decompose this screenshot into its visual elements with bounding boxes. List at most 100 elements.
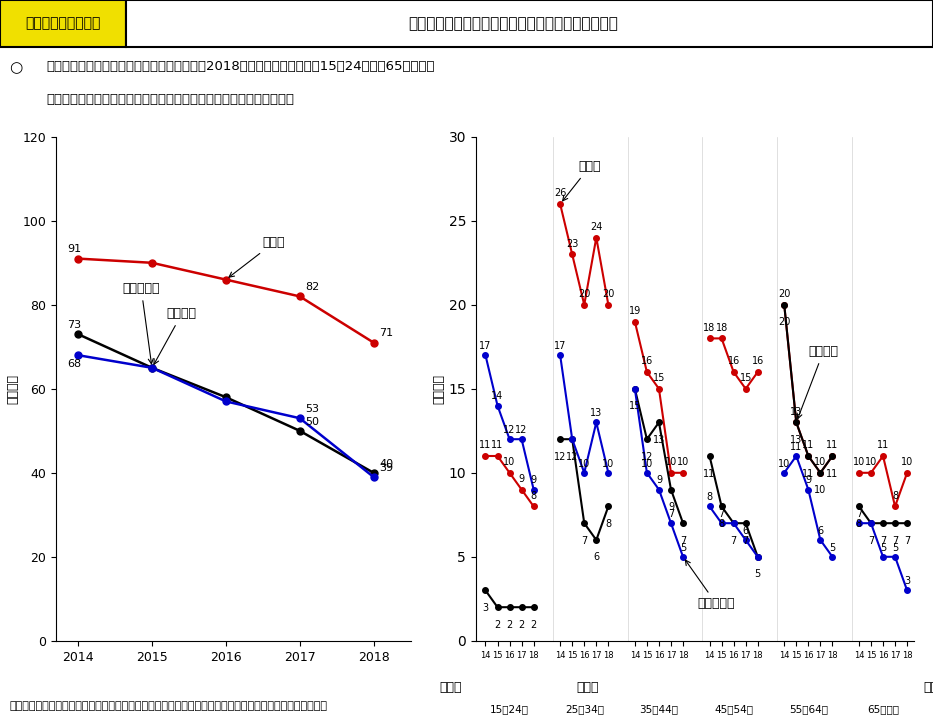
Text: 26: 26 (554, 189, 566, 199)
Text: 45～54歳: 45～54歳 (714, 705, 753, 715)
Text: 10: 10 (578, 459, 591, 469)
Text: 20: 20 (778, 318, 790, 328)
Text: 23: 23 (566, 239, 578, 249)
Text: 20: 20 (602, 289, 615, 300)
Text: 8: 8 (856, 519, 862, 529)
Text: 11: 11 (703, 469, 716, 479)
Text: 7: 7 (880, 536, 886, 546)
Text: 11: 11 (790, 442, 802, 452)
Text: 3: 3 (482, 603, 489, 613)
Text: 10: 10 (815, 485, 827, 495)
Text: 13: 13 (790, 407, 802, 417)
Text: 20: 20 (578, 289, 591, 300)
Text: 11: 11 (877, 441, 889, 451)
Text: 第１－（２）－３図: 第１－（２）－３図 (25, 17, 100, 30)
Text: 10: 10 (901, 457, 913, 467)
Text: 71: 71 (379, 328, 394, 338)
Text: 5: 5 (892, 543, 898, 553)
Text: 11: 11 (492, 441, 504, 451)
Text: 11: 11 (827, 441, 839, 451)
Text: 9: 9 (519, 474, 524, 484)
Text: 10: 10 (677, 457, 689, 467)
Text: 15～24歳: 15～24歳 (490, 705, 529, 715)
Text: 非自発的: 非自発的 (154, 307, 197, 364)
Text: 18: 18 (716, 323, 728, 333)
Text: 13: 13 (790, 435, 802, 445)
Text: 10: 10 (602, 459, 615, 469)
Text: 自発的: 自発的 (229, 236, 285, 277)
Text: 10: 10 (853, 457, 865, 467)
Text: 16: 16 (752, 356, 764, 366)
Text: 9: 9 (805, 475, 812, 485)
Text: 17: 17 (554, 341, 566, 351)
Text: 12: 12 (554, 451, 566, 462)
Text: 自発的: 自発的 (563, 161, 601, 201)
Text: 16: 16 (641, 356, 653, 366)
Text: 2: 2 (519, 620, 524, 630)
Text: 17: 17 (480, 341, 492, 351)
Text: 12: 12 (641, 451, 653, 462)
Text: 新たに求職: 新たに求職 (122, 282, 160, 364)
Text: 55～64歳: 55～64歳 (788, 705, 828, 715)
Text: 11: 11 (480, 441, 492, 451)
Text: 7: 7 (718, 509, 725, 519)
Y-axis label: （万人）: （万人） (433, 374, 446, 404)
Text: 5: 5 (880, 543, 886, 553)
Text: 25～34歳: 25～34歳 (564, 705, 604, 715)
Y-axis label: （万人）: （万人） (7, 374, 20, 404)
Text: 7: 7 (581, 536, 588, 546)
Text: 13: 13 (591, 408, 603, 418)
Text: 73: 73 (67, 320, 81, 330)
Text: 13: 13 (653, 435, 665, 445)
Text: （年）: （年） (923, 681, 933, 694)
Text: 8: 8 (718, 519, 725, 529)
Text: 3: 3 (904, 576, 911, 586)
Text: 7: 7 (868, 536, 874, 546)
Text: 7: 7 (731, 536, 737, 546)
Text: 5: 5 (829, 543, 836, 553)
Text: 14: 14 (492, 392, 504, 402)
Text: 8: 8 (706, 492, 713, 503)
Text: 7: 7 (680, 536, 686, 546)
Text: 15: 15 (653, 373, 665, 383)
Text: 9: 9 (531, 475, 536, 485)
Text: 新たに求職: 新たに求職 (686, 560, 735, 611)
Text: 10: 10 (865, 457, 877, 467)
Text: 20: 20 (778, 289, 790, 300)
Bar (126, 0, 933, 47)
Text: 11: 11 (802, 441, 815, 451)
Text: 53: 53 (305, 404, 319, 414)
Text: 12: 12 (566, 451, 578, 462)
Text: 50: 50 (305, 417, 319, 427)
Text: 12: 12 (515, 425, 528, 435)
Text: 18: 18 (703, 323, 716, 333)
Text: 資料出所　総務省統計局「労働力調査（基本集計）」をもとに厚生労働省政策統括官付政策統括室にて作成: 資料出所 総務省統計局「労働力調査（基本集計）」をもとに厚生労働省政策統括官付政… (9, 701, 327, 711)
Text: 10: 10 (641, 459, 653, 469)
Text: 19: 19 (629, 306, 641, 316)
Text: では横ばいとなったが、その他の年齢階級ではいずれも減少した。: では横ばいとなったが、その他の年齢階級ではいずれも減少した。 (46, 93, 294, 106)
Text: 7: 7 (892, 536, 898, 546)
Text: 6: 6 (743, 526, 749, 536)
Text: 24: 24 (590, 222, 603, 232)
Text: 10: 10 (815, 457, 827, 467)
Text: 9: 9 (656, 475, 662, 485)
Text: 40: 40 (379, 459, 394, 469)
Text: 2: 2 (531, 620, 536, 630)
Text: ○: ○ (9, 60, 22, 75)
Text: 11: 11 (802, 469, 815, 479)
Text: 10: 10 (778, 459, 790, 469)
Text: 6: 6 (817, 526, 824, 536)
Text: 39: 39 (379, 463, 394, 473)
Text: 8: 8 (892, 491, 898, 501)
Text: 7: 7 (904, 536, 911, 546)
Text: 15: 15 (629, 401, 641, 411)
Text: 82: 82 (305, 282, 319, 292)
Text: 8: 8 (531, 491, 536, 501)
Text: 65歳以上: 65歳以上 (867, 705, 899, 715)
Text: 非自発的: 非自発的 (797, 345, 839, 418)
Text: 12: 12 (504, 425, 516, 435)
Text: 5: 5 (680, 543, 686, 553)
Text: 16: 16 (728, 356, 740, 366)
Text: 非自発的な理由による完全失業者数に関する2018年の動向をみると、「15～24歳」「65歳以上」: 非自発的な理由による完全失業者数に関する2018年の動向をみると、「15～24歳… (46, 60, 435, 73)
Text: 7: 7 (743, 536, 749, 546)
